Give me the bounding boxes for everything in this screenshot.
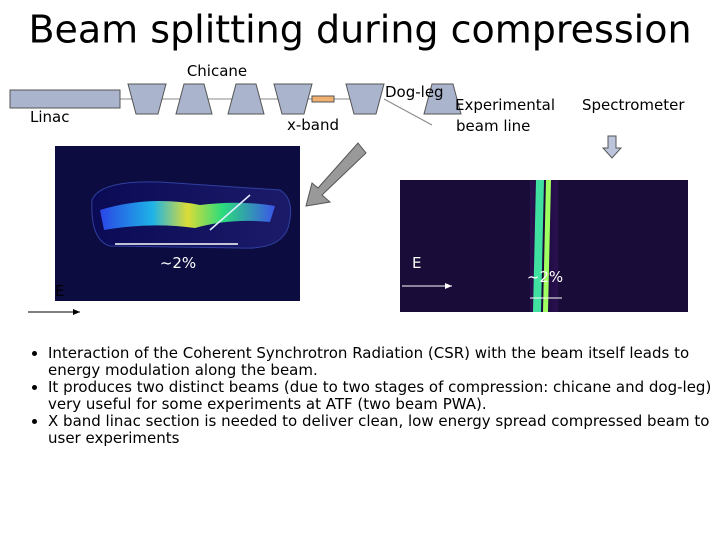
label-dogleg: Dog-leg [385, 83, 444, 101]
arrow-left-image [305, 142, 367, 207]
magnet [127, 83, 167, 115]
magnet [175, 83, 213, 115]
xband-cavity [311, 95, 335, 103]
arrow-head [445, 283, 452, 289]
label-linac: Linac [30, 108, 69, 126]
magnet [273, 83, 313, 115]
magnet [227, 83, 265, 115]
dogleg-line [383, 98, 433, 126]
bullet: X band linac section is needed to delive… [48, 413, 720, 447]
label-chicane: Chicane [187, 62, 247, 80]
label-xband: x-band [287, 116, 339, 134]
title: Beam splitting during compression [28, 8, 691, 52]
label-spectrometer: Spectrometer [582, 96, 685, 114]
magnet [423, 83, 462, 115]
bullet: Interaction of the Coherent Synchrotron … [48, 345, 720, 379]
right-energy: E [412, 254, 421, 272]
magnets [127, 83, 462, 115]
magnet [345, 83, 385, 115]
label-experimental: Experimental [455, 96, 555, 114]
linac [9, 89, 121, 109]
left-spread: ~2% [160, 254, 196, 272]
beam-line-2 [543, 180, 551, 312]
arrow-spectrometer [601, 135, 623, 159]
label-experimental: beam line [456, 117, 530, 135]
bullet: It produces two distinct beams (due to t… [48, 379, 720, 413]
beam-split [209, 194, 251, 231]
arrow-head [73, 309, 80, 315]
beam-profile [100, 201, 275, 230]
right-spread: ~2% [527, 268, 563, 286]
left-energy: E [55, 282, 64, 300]
beam-line-1 [533, 180, 544, 312]
bullet-list: Interaction of the Coherent Synchrotron … [22, 345, 720, 447]
